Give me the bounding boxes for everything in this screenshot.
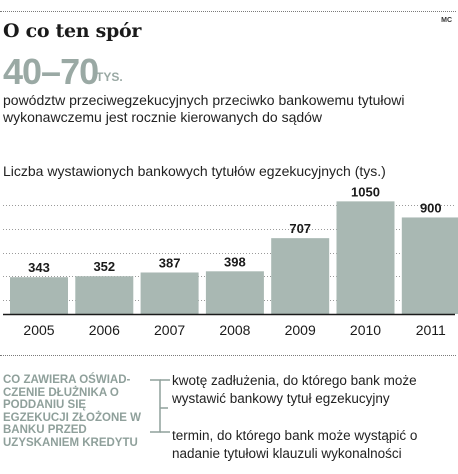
- info-item-2: termin, do którego bank może wystąpić o …: [172, 428, 418, 461]
- data-label-2009: 707: [289, 221, 311, 236]
- bar-2007: [140, 272, 199, 314]
- bar-2008: [205, 271, 264, 314]
- data-label-2006: 352: [93, 259, 115, 274]
- x-tick-2009: 2009: [285, 322, 316, 338]
- highlight-description: powództw przeciwegzekucyjnych przeciwko …: [3, 92, 405, 125]
- chart-title: Liczba wystawionych bankowych tytułów eg…: [3, 163, 386, 179]
- info-label: CO ZAWIERA OŚWIAD-CZENIE DŁUŻNIKA O PODD…: [3, 374, 141, 449]
- x-tick-2008: 2008: [219, 322, 250, 338]
- x-tick-2007: 2007: [154, 322, 185, 338]
- credit-label: MC: [441, 17, 452, 24]
- divider-rule: [0, 355, 456, 356]
- x-tick-2011: 2011: [416, 322, 446, 338]
- bar-2010: [336, 201, 395, 314]
- data-label-2010: 1050: [351, 184, 380, 199]
- data-label-2008: 398: [224, 254, 246, 269]
- bar-2011: [401, 217, 458, 314]
- x-tick-2005: 2005: [23, 322, 54, 338]
- x-tick-2010: 2010: [350, 322, 381, 338]
- data-label-2007: 387: [159, 255, 181, 270]
- page-title: O co ten spór: [3, 20, 142, 42]
- data-label-2011: 900: [420, 200, 442, 215]
- bar-2009: [271, 238, 330, 314]
- highlight-unit: TYS.: [96, 70, 123, 84]
- bracket-connector: [150, 379, 170, 433]
- x-tick-2006: 2006: [89, 322, 120, 338]
- top-rule: [0, 11, 456, 12]
- info-item-1: kwotę zadłużenia, do którego bank może w…: [172, 373, 417, 406]
- bar-chart: 343 2005 352 2006 387 2007 398 2008 707 2009 1050 2…: [3, 184, 458, 338]
- bar-2006: [75, 276, 134, 314]
- highlight-value: 40–70: [3, 51, 99, 92]
- data-label-2005: 343: [28, 260, 50, 275]
- bar-2005: [10, 277, 68, 314]
